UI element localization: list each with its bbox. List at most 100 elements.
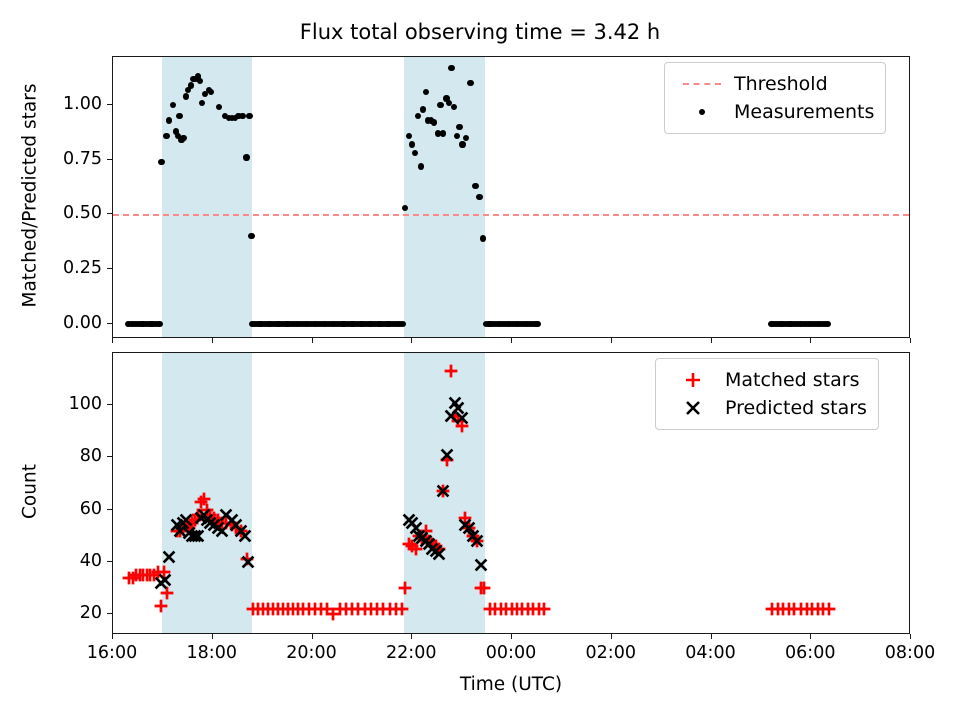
x-axis-tick (211, 634, 213, 639)
data-point-measurement (437, 101, 444, 109)
x-axis-tick (910, 634, 911, 639)
y-axis-tick (107, 508, 112, 510)
y-axis-tick (107, 613, 112, 615)
y-axis-tick (107, 404, 112, 406)
y-axis-tick-label: 100 (68, 394, 102, 415)
y-axis-tick-label: 40 (79, 550, 102, 571)
data-point-measurement (180, 134, 187, 142)
data-point-measurement (216, 104, 223, 111)
data-point-measurement (423, 88, 430, 96)
x-axis-tick-label: 20:00 (286, 643, 337, 663)
data-point-measurement (450, 104, 458, 111)
x-axis-tick-label: 04:00 (685, 643, 736, 663)
legend-entry-threshold: Threshold (676, 70, 874, 98)
data-point-measurement (408, 141, 415, 148)
data-point-measurement (420, 106, 427, 113)
data-point-measurement (448, 64, 455, 72)
data-point-measurement (417, 163, 424, 170)
y-axis-tick (107, 213, 112, 215)
data-point-measurement (169, 101, 177, 109)
data-point-measurement (427, 117, 434, 124)
x-axis-tick (810, 634, 812, 639)
data-point-measurement (163, 132, 170, 139)
x-axis-tick (411, 634, 413, 639)
y-axis-tick-label: 60 (79, 498, 102, 519)
data-point-measurement (187, 82, 194, 89)
x-axis-tick (311, 338, 313, 343)
legend-entry-predicted: Predicted stars (667, 394, 867, 422)
legend-entry-matched: Matched stars (667, 366, 867, 394)
data-point-measurement (156, 320, 163, 327)
threshold-line (113, 214, 909, 217)
data-point-measurement (479, 235, 487, 242)
data-point-measurement (411, 149, 418, 157)
data-point-measurement (184, 86, 192, 93)
legend-bottom-panel: Matched stars Predicted stars (655, 358, 879, 430)
data-point-measurement (434, 130, 442, 137)
data-point-measurement (248, 233, 255, 240)
legend-label-matched: Matched stars (725, 369, 860, 391)
x-axis-tick (211, 338, 213, 343)
y-axis-tick-label: 0.00 (63, 312, 102, 333)
shaded-observation-span-2 (404, 57, 485, 337)
x-axis-tick (710, 338, 712, 343)
cross-marker-icon (667, 398, 719, 418)
y-axis-tick (107, 104, 112, 106)
x-axis-tick (710, 634, 712, 639)
data-point-measurement (445, 99, 453, 107)
data-point-measurement (824, 320, 831, 327)
y-axis-tick-label: 0.75 (63, 148, 102, 169)
plus-marker-icon (667, 370, 719, 390)
y-axis-tick (107, 158, 112, 160)
data-point-measurement (443, 95, 450, 102)
y-axis-tick-label: 1.00 (63, 94, 102, 115)
y-axis-tick (107, 456, 112, 458)
y-axis-tick (107, 560, 112, 562)
legend-label-threshold: Threshold (734, 73, 828, 95)
data-point-measurement (467, 80, 474, 87)
y-axis-tick-label: 0.50 (63, 203, 102, 224)
y-axis-label: Count (19, 464, 41, 519)
data-point-measurement (232, 115, 239, 122)
data-point-measurement (476, 193, 483, 201)
x-axis-tick-label: 06:00 (785, 643, 836, 663)
y-axis-tick-label: 80 (79, 446, 102, 467)
data-point-measurement (182, 93, 190, 100)
shaded-observation-span-1 (161, 57, 252, 337)
data-point-measurement (202, 90, 209, 98)
data-point-measurement (246, 112, 253, 120)
x-axis-label: Time (UTC) (459, 674, 563, 695)
data-point-measurement (176, 112, 183, 120)
plot-area-top (113, 57, 909, 337)
y-axis-tick (107, 268, 112, 270)
y-axis-label: Matched/Predicted stars (19, 83, 41, 308)
data-point-measurement (462, 134, 470, 142)
y-axis-tick-label: 0.25 (63, 258, 102, 279)
data-point-measurement (158, 158, 165, 166)
legend-label-predicted: Predicted stars (725, 397, 867, 419)
data-point-measurement (165, 117, 173, 124)
data-point-measurement (243, 154, 250, 161)
data-point-measurement (194, 73, 201, 80)
figure-title: Flux total observing time = 3.42 h (299, 20, 661, 44)
x-axis-tick (411, 338, 413, 343)
x-axis-tick-label: 02:00 (585, 643, 636, 663)
x-axis-tick (511, 634, 512, 639)
x-axis-tick-label: 18:00 (186, 643, 237, 663)
data-point-measurement (172, 128, 180, 135)
data-point-measurement (399, 320, 407, 327)
data-point-measurement (402, 204, 409, 212)
x-axis-tick-label: 16:00 (86, 643, 138, 663)
x-axis-tick-label: 08:00 (884, 643, 936, 663)
shaded-observation-span-1 (161, 353, 252, 633)
data-point-measurement (453, 132, 461, 139)
data-point-measurement (222, 112, 229, 120)
legend-top-panel: Threshold Measurements (664, 62, 887, 134)
legend-label-measurements: Measurements (734, 101, 875, 123)
data-point-measurement (406, 132, 413, 139)
data-point-measurement (239, 112, 246, 120)
data-point-measurement (415, 112, 422, 120)
data-point-measurement (199, 99, 206, 107)
y-axis-tick (107, 322, 112, 324)
